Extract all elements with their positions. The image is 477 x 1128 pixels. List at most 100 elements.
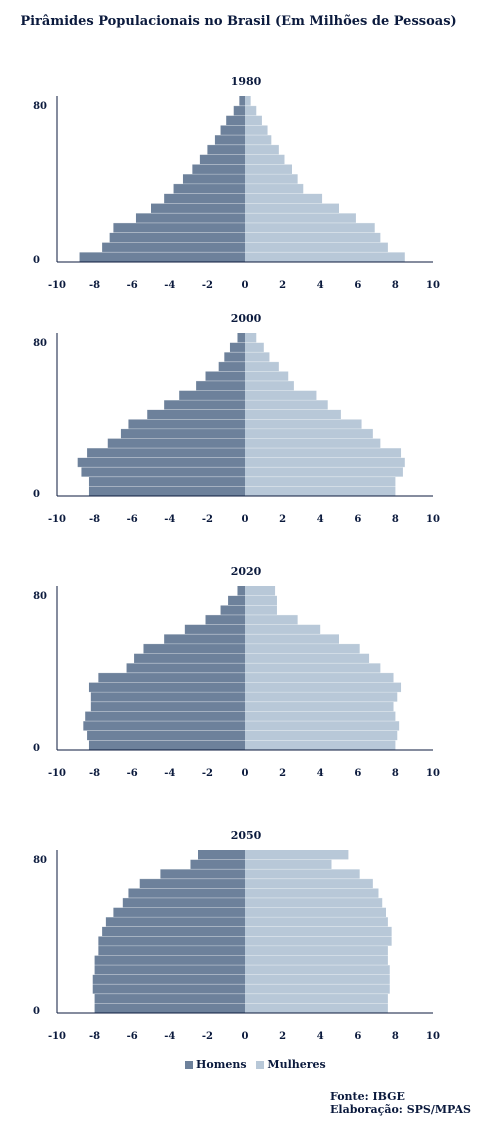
bar-mulheres-25-29 — [245, 692, 398, 702]
x-tick-label: 2 — [279, 1031, 286, 1042]
x-tick-label: -8 — [89, 514, 100, 525]
bar-mulheres-75-79 — [245, 105, 257, 116]
x-tick-label: -2 — [202, 514, 213, 525]
y-tick-label: 0 — [33, 1006, 40, 1017]
x-tick-label: 8 — [392, 514, 399, 525]
bar-homens-75-79 — [190, 859, 245, 870]
bar-homens-70-74 — [160, 869, 245, 879]
bar-homens-10-14 — [109, 232, 245, 243]
bar-mulheres-35-39 — [245, 419, 362, 429]
y-tick-label: 0 — [33, 255, 40, 266]
x-tick-label: -6 — [127, 514, 138, 525]
bar-homens-15-19 — [92, 974, 245, 985]
bar-mulheres-30-34 — [245, 193, 323, 204]
x-tick-label: -10 — [48, 1031, 66, 1042]
bar-homens-25-29 — [107, 438, 245, 449]
bar-mulheres-55-59 — [245, 144, 279, 155]
bar-mulheres-70-74 — [245, 869, 360, 879]
x-tick-label: -4 — [164, 1031, 175, 1042]
bar-homens-45-49 — [164, 400, 245, 410]
x-tick-label: 4 — [317, 768, 324, 779]
bar-homens-40-44 — [147, 409, 245, 420]
x-tick-label: -4 — [164, 280, 175, 291]
bar-mulheres-30-34 — [245, 945, 388, 956]
panel-title: 1980 — [231, 75, 262, 88]
bar-mulheres-25-29 — [245, 438, 381, 449]
bar-mulheres-15-19 — [245, 974, 390, 985]
bar-homens-45-49 — [134, 653, 245, 664]
bar-mulheres-70-74 — [245, 605, 277, 615]
bar-homens-15-19 — [113, 222, 246, 233]
bar-mulheres-10-14 — [245, 232, 381, 243]
bar-mulheres-75-79 — [245, 859, 332, 870]
bar-mulheres-50-54 — [245, 643, 360, 654]
bar-homens-20-24 — [94, 965, 245, 975]
x-tick-label: 8 — [392, 768, 399, 779]
pyramid-2000: 2000 80 0 -10 -8 -6 -4 -2 0 2 4 6 8 10 — [33, 312, 440, 525]
x-tick-label: 0 — [242, 514, 249, 525]
bar-mulheres-0-4 — [245, 1003, 388, 1013]
x-tick-label: -10 — [48, 280, 66, 291]
bar-mulheres-10-14 — [245, 467, 403, 477]
bar-homens-55-59 — [164, 634, 245, 644]
bar-mulheres-70-74 — [245, 352, 270, 362]
bar-homens-0-4 — [88, 486, 246, 496]
x-tick-label: 0 — [242, 1031, 249, 1042]
x-tick-label: 10 — [426, 768, 440, 779]
x-tick-label: -10 — [48, 514, 66, 525]
x-tick-label: 10 — [426, 280, 440, 291]
y-tick-label: 80 — [33, 855, 47, 866]
bar-homens-50-54 — [113, 907, 246, 918]
bar-homens-0-4 — [88, 740, 246, 750]
x-tick-label: -8 — [89, 768, 100, 779]
bar-homens-65-69 — [218, 361, 245, 372]
bar-homens-65-69 — [139, 878, 245, 889]
x-tick-label: 2 — [279, 280, 286, 291]
x-tick-label: 10 — [426, 514, 440, 525]
bar-homens-5-9 — [94, 993, 245, 1004]
legend-label-mulheres: Mulheres — [267, 1058, 326, 1071]
bar-mulheres-60-64 — [245, 624, 321, 635]
bar-mulheres-75-79 — [245, 595, 277, 606]
y-tick-label: 80 — [33, 338, 47, 349]
bar-mulheres-40-44 — [245, 926, 392, 937]
x-tick-label: -2 — [202, 280, 213, 291]
bar-mulheres-20-24 — [245, 965, 390, 975]
x-tick-label: 6 — [354, 1031, 361, 1042]
bar-homens-35-39 — [173, 183, 245, 194]
bar-mulheres-10-14 — [245, 984, 390, 994]
pyramid-2020: 2020 80 0 -10 -8 -6 -4 -2 0 2 4 6 8 10 — [33, 565, 440, 779]
bar-mulheres-25-29 — [245, 955, 388, 966]
bar-mulheres-80+ — [245, 850, 349, 860]
bar-mulheres-80+ — [245, 96, 251, 106]
bar-homens-30-34 — [164, 193, 245, 204]
x-tick-label: 0 — [242, 768, 249, 779]
x-tick-label: 8 — [392, 280, 399, 291]
bar-mulheres-65-69 — [245, 361, 279, 372]
bar-homens-80+ — [198, 850, 245, 860]
bar-mulheres-20-24 — [245, 448, 402, 458]
bar-homens-20-24 — [87, 448, 245, 458]
bar-mulheres-50-54 — [245, 907, 386, 918]
bar-homens-75-79 — [228, 595, 245, 606]
bar-homens-10-14 — [92, 984, 245, 994]
panel-title: 2020 — [231, 565, 262, 578]
x-tick-label: 0 — [242, 280, 249, 291]
pyramid-2050: 2050 80 0 -10 -8 -6 -4 -2 0 2 4 6 8 10 — [33, 829, 440, 1042]
bar-homens-0-4 — [94, 1003, 245, 1013]
bar-mulheres-30-34 — [245, 682, 402, 693]
bar-homens-30-34 — [120, 428, 245, 439]
bar-homens-25-29 — [94, 955, 245, 966]
legend-item-mulheres: Mulheres — [256, 1058, 326, 1071]
bar-mulheres-15-19 — [245, 222, 375, 233]
x-tick-label: -8 — [89, 280, 100, 291]
x-tick-label: 6 — [354, 514, 361, 525]
bar-homens-40-44 — [126, 663, 245, 673]
y-tick-label: 0 — [33, 489, 40, 500]
bar-homens-20-24 — [90, 701, 245, 712]
bar-homens-40-44 — [182, 174, 245, 184]
x-tick-label: -4 — [164, 768, 175, 779]
x-tick-label: 2 — [279, 768, 286, 779]
y-tick-label: 80 — [33, 101, 47, 112]
x-tick-label: -2 — [202, 768, 213, 779]
